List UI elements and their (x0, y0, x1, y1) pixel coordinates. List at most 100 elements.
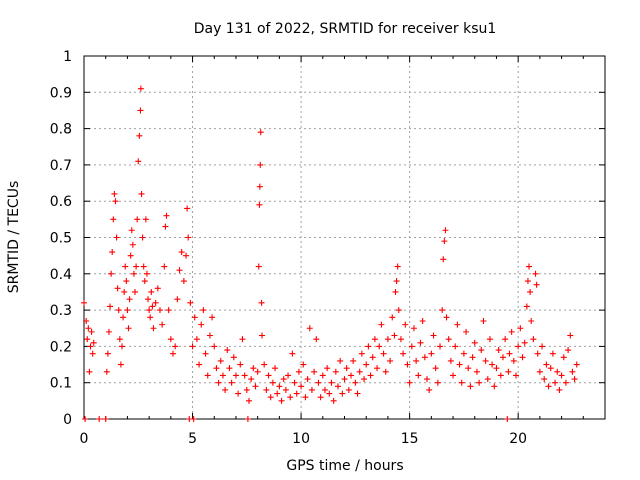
data-point (200, 307, 207, 314)
data-point (276, 383, 283, 390)
data-point (536, 368, 543, 375)
data-point (132, 288, 139, 295)
data-point (512, 372, 519, 379)
data-point (86, 368, 93, 375)
grid-lines (84, 56, 605, 419)
data-point (442, 227, 449, 234)
data-point (415, 372, 422, 379)
data-point (248, 376, 255, 383)
data-point (289, 350, 296, 357)
data-point (191, 314, 198, 321)
data-point (87, 343, 94, 350)
data-point (159, 321, 166, 328)
data-point (549, 350, 556, 357)
data-point (295, 368, 302, 375)
data-point (330, 397, 337, 404)
data-point (567, 332, 574, 339)
x-tick-label: 0 (80, 431, 89, 447)
data-point (352, 379, 359, 386)
data-point (404, 361, 411, 368)
data-point (376, 343, 383, 350)
data-point (308, 386, 315, 393)
data-point (250, 365, 257, 372)
y-tick-label: 0 (63, 412, 72, 428)
data-point (96, 416, 103, 422)
data-point (358, 350, 365, 357)
data-point (392, 288, 399, 295)
data-point (117, 361, 124, 368)
x-axis-label: GPS time / hours (286, 458, 403, 474)
data-point (384, 336, 391, 343)
data-point (114, 285, 121, 292)
data-point (306, 325, 313, 332)
data-point (547, 365, 554, 372)
data-point (439, 307, 446, 314)
data-point (558, 372, 565, 379)
y-tick-label: 0.2 (50, 339, 72, 355)
data-point (382, 368, 389, 375)
y-tick-label: 0.4 (50, 267, 72, 283)
data-point (137, 85, 144, 92)
data-point (211, 343, 218, 350)
data-point (334, 383, 341, 390)
data-point (298, 383, 305, 390)
data-point (178, 249, 185, 256)
data-point (125, 325, 132, 332)
data-point (174, 296, 181, 303)
data-point (222, 386, 229, 393)
data-point (167, 336, 174, 343)
data-point (302, 394, 309, 401)
data-point (265, 372, 272, 379)
data-point (163, 212, 170, 219)
data-point (162, 223, 169, 230)
data-point (421, 354, 428, 361)
data-point (505, 368, 512, 375)
data-point (389, 314, 396, 321)
data-point (554, 368, 561, 375)
data-point (89, 350, 96, 357)
data-point (252, 383, 259, 390)
data-point (486, 336, 493, 343)
axis-ticks: 00.10.20.30.40.50.60.70.80.910 5 10 15 20 (50, 49, 605, 447)
data-point (526, 263, 533, 270)
data-point (417, 339, 424, 346)
data-point (315, 379, 322, 386)
data-point (491, 383, 498, 390)
data-point (83, 317, 90, 324)
data-point (139, 234, 146, 241)
data-point (493, 365, 500, 372)
data-point (287, 394, 294, 401)
data-point (123, 278, 130, 285)
data-point (88, 328, 95, 335)
data-point (374, 365, 381, 372)
data-point (243, 386, 250, 393)
data-point (350, 357, 357, 364)
data-point (230, 354, 237, 361)
y-axis-label: SRMTID / TECUs (6, 181, 22, 294)
data-point (130, 270, 137, 277)
data-point (109, 249, 116, 256)
data-point (478, 347, 485, 354)
data-point (126, 296, 133, 303)
data-point (482, 357, 489, 364)
data-point (84, 336, 91, 343)
data-point (257, 161, 264, 168)
data-point (189, 343, 196, 350)
data-point (345, 386, 352, 393)
data-point (367, 372, 374, 379)
data-point (460, 350, 467, 357)
data-point (293, 390, 300, 397)
data-point (423, 376, 430, 383)
data-point (185, 234, 192, 241)
data-point (278, 397, 285, 404)
data-points (81, 85, 580, 422)
y-tick-label: 0.9 (50, 85, 72, 101)
data-point (118, 343, 125, 350)
data-point (206, 332, 213, 339)
data-point (569, 368, 576, 375)
data-point (463, 328, 470, 335)
data-point (172, 343, 179, 350)
data-point (137, 107, 144, 114)
data-point (140, 263, 147, 270)
y-tick-label: 0.5 (50, 231, 72, 247)
